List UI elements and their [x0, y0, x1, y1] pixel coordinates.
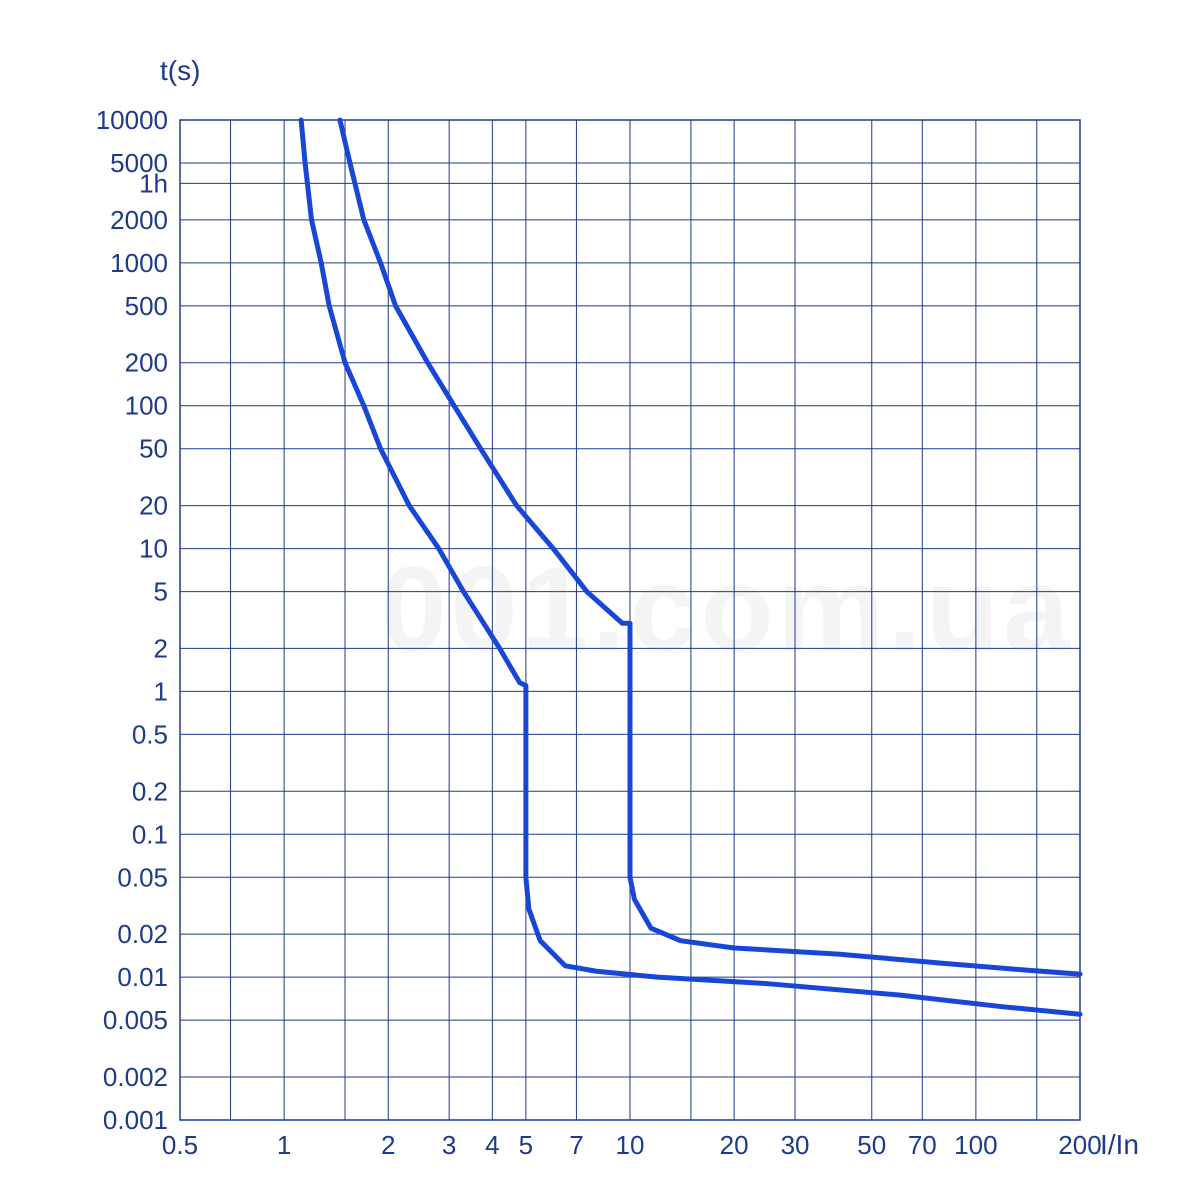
x-tick: 3	[442, 1130, 456, 1160]
y-tick: 0.1	[132, 819, 168, 849]
x-tick: 2	[381, 1130, 395, 1160]
trip-curve-chart: t(s) 001.com.ua 1000050001h2000100050020…	[0, 0, 1200, 1200]
y-tick: 100	[125, 391, 168, 421]
x-tick: 100	[954, 1130, 997, 1160]
y-tick: 10000	[96, 105, 168, 135]
x-tick: 200	[1058, 1130, 1101, 1160]
y-tick: 0.05	[117, 862, 168, 892]
y-tick: 0.005	[103, 1005, 168, 1035]
y-tick: 0.2	[132, 776, 168, 806]
y-tick: 1	[154, 676, 168, 706]
y-tick-labels: 1000050001h200010005002001005020105210.5…	[96, 105, 168, 1135]
x-axis-title: I/In	[1100, 1129, 1139, 1160]
y-tick: 0.02	[117, 919, 168, 949]
x-tick: 7	[569, 1130, 583, 1160]
x-tick-labels: 0.5 1 2 345 7 10 20 30 50 70 100 200	[162, 1130, 1102, 1160]
y-tick: 500	[125, 291, 168, 321]
x-tick: 30	[781, 1130, 810, 1160]
x-tick: 70	[908, 1130, 937, 1160]
y-tick: 0.002	[103, 1062, 168, 1092]
watermark-text: 001.com.ua	[380, 542, 1074, 676]
chart-svg: t(s) 001.com.ua 1000050001h2000100050020…	[0, 0, 1200, 1200]
x-tick: 4	[485, 1130, 499, 1160]
y-tick: 2	[154, 633, 168, 663]
y-tick: 200	[125, 348, 168, 378]
y-tick: 2000	[110, 205, 168, 235]
y-tick: 10	[139, 534, 168, 564]
y-tick: 0.001	[103, 1105, 168, 1135]
y-tick: 1000	[110, 248, 168, 278]
y-tick: 20	[139, 491, 168, 521]
y-axis-title: t(s)	[160, 55, 200, 86]
x-tick: 20	[720, 1130, 749, 1160]
x-tick: 50	[857, 1130, 886, 1160]
y-tick: 1h	[139, 168, 168, 198]
y-tick: 0.01	[117, 962, 168, 992]
x-tick: 0.5	[162, 1130, 198, 1160]
x-tick: 1	[277, 1130, 291, 1160]
x-tick: 10	[616, 1130, 645, 1160]
y-tick: 0.5	[132, 719, 168, 749]
y-tick: 5	[154, 577, 168, 607]
y-tick: 50	[139, 434, 168, 464]
x-tick: 5	[519, 1130, 533, 1160]
